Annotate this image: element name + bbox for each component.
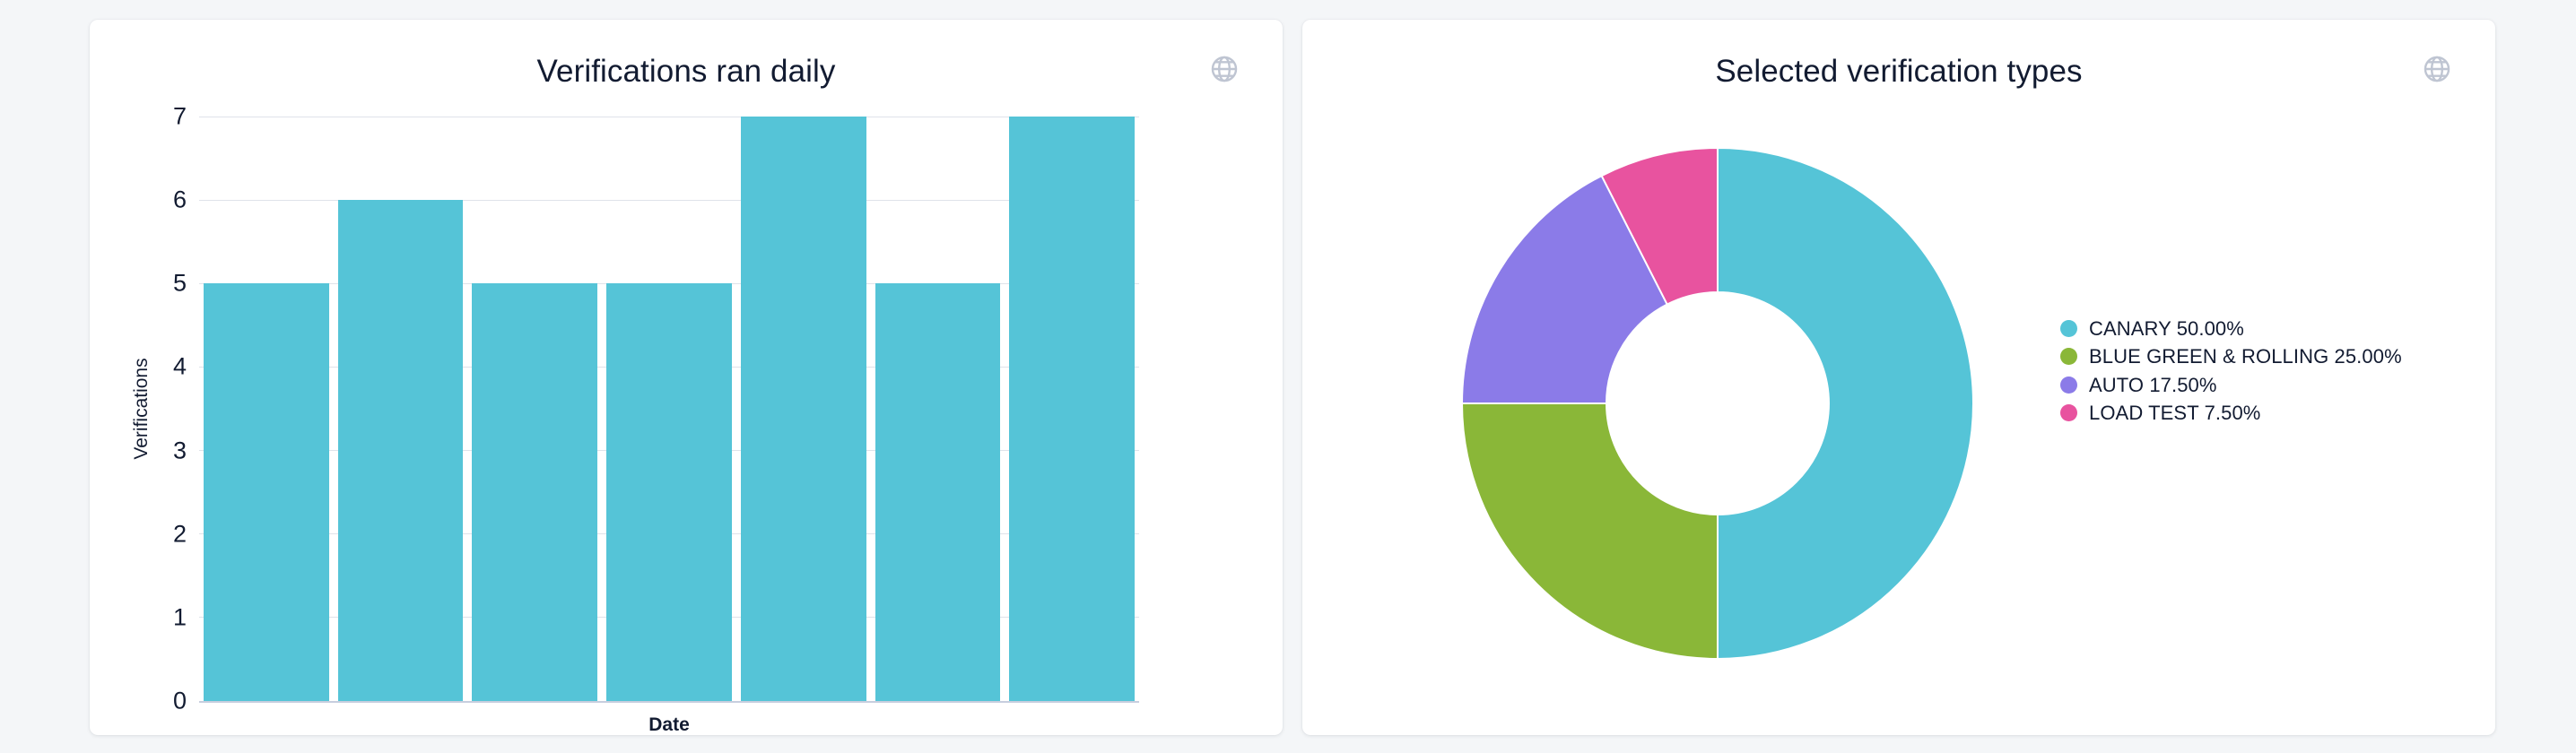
bar[interactable] (337, 200, 464, 701)
legend-item-label: LOAD TEST 7.50% (2089, 401, 2261, 424)
bar[interactable] (740, 117, 866, 701)
gridline (199, 199, 1139, 201)
donut-chart: CANARY 50.00%BLUE GREEN & ROLLING 25.00%… (1377, 99, 2058, 708)
legend-item-label: BLUE GREEN & ROLLING 25.00% (2089, 345, 2402, 368)
y-axis-tick-label: 5 (172, 269, 187, 297)
x-axis-label: Date (648, 714, 690, 735)
bar[interactable] (472, 283, 598, 701)
legend-item[interactable]: BLUE GREEN & ROLLING 25.00% (2060, 343, 2437, 369)
page-title-pie-chart: Selected verification types (1715, 54, 2083, 89)
legend-item[interactable]: CANARY 50.00% (2060, 316, 2437, 342)
bar[interactable] (1009, 117, 1135, 701)
y-axis-tick-label: 3 (172, 437, 187, 464)
legend-item-label: AUTO 17.50% (2089, 373, 2217, 396)
legend-color-swatch (2060, 403, 2077, 421)
legend-item-label: CANARY 50.00% (2089, 317, 2244, 340)
gridline (199, 701, 1139, 703)
globe-icon[interactable] (2422, 54, 2452, 84)
y-axis-label: Verifications (131, 358, 152, 460)
bar[interactable] (606, 283, 732, 701)
legend-color-swatch (2060, 376, 2077, 394)
donut-slice[interactable]: LOAD TEST 7.50% (1600, 146, 1719, 306)
legend-color-swatch (2060, 320, 2077, 337)
bar-plot-area: 0 1 2 3 4 5 6 7 (173, 103, 1139, 714)
bar[interactable] (875, 283, 1001, 701)
y-axis-tick-label: 7 (172, 102, 187, 130)
page-title-bar-chart: Verifications ran daily (536, 54, 836, 89)
y-axis-tick-label: 6 (172, 186, 187, 213)
donut-svg: CANARY 50.00%BLUE GREEN & ROLLING 25.00%… (1460, 146, 1974, 661)
donut-slice[interactable]: BLUE GREEN & ROLLING 25.00% (1460, 402, 1719, 661)
bar[interactable] (204, 283, 329, 701)
y-axis-tick-label: 4 (172, 352, 187, 380)
bar-chart: 0 1 2 3 4 5 6 7 Verifications Date (90, 20, 1283, 735)
legend-color-swatch (2060, 348, 2077, 366)
gridline (199, 282, 1139, 284)
legend: CANARY 50.00% BLUE GREEN & ROLLING 25.00%… (2060, 316, 2437, 428)
card-verifications-ran-daily: Verifications ran daily 0 1 2 3 4 5 6 7 Verific… (90, 20, 1283, 735)
y-axis-tick-label: 1 (172, 603, 187, 631)
globe-icon[interactable] (1209, 54, 1240, 84)
legend-item[interactable]: LOAD TEST 7.50% (2060, 400, 2437, 426)
y-axis-tick-label: 0 (172, 687, 187, 714)
y-axis-tick-label: 2 (172, 520, 187, 548)
card-selected-verification-types: Selected verification types CANARY 50.00… (1302, 20, 2495, 735)
donut-slice[interactable]: CANARY 50.00% (1717, 146, 1974, 661)
legend-item[interactable]: AUTO 17.50% (2060, 372, 2437, 398)
donut-slice[interactable]: AUTO 17.50% (1460, 174, 1669, 404)
